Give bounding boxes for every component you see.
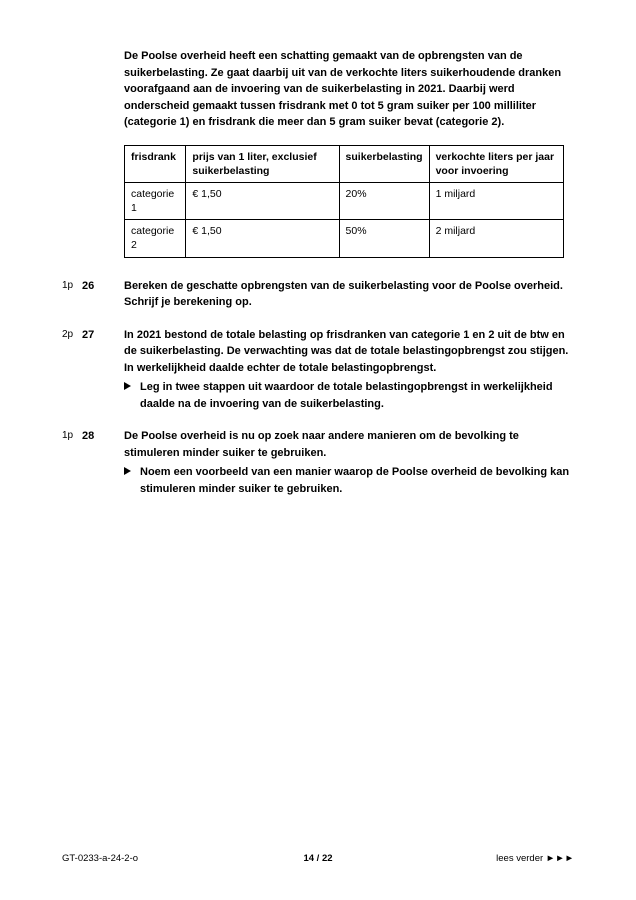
arrow-icon — [124, 464, 140, 497]
arrow-icon — [124, 379, 140, 412]
footer-right: lees verder ►►► — [496, 853, 574, 864]
question-points: 1p — [62, 428, 82, 497]
question-number: 28 — [82, 428, 124, 497]
page-footer: GT-0233-a-24-2-o 14 / 22 lees verder ►►► — [62, 853, 574, 864]
question-body: Bereken de geschatte opbrengsten van de … — [124, 278, 574, 311]
table-cell: categorie 2 — [125, 220, 186, 257]
question-points: 1p — [62, 278, 82, 311]
question-number: 27 — [82, 327, 124, 413]
footer-left: GT-0233-a-24-2-o — [62, 853, 138, 864]
table-cell: 1 miljard — [429, 182, 563, 219]
table-header: suikerbelasting — [339, 145, 429, 182]
footer-center: 14 / 22 — [303, 853, 332, 864]
table-row: categorie 2 € 1,50 50% 2 miljard — [125, 220, 564, 257]
question-sub: Leg in twee stappen uit waardoor de tota… — [124, 379, 574, 412]
table-cell: 50% — [339, 220, 429, 257]
table-cell: € 1,50 — [186, 220, 339, 257]
question: 1p26Bereken de geschatte opbrengsten van… — [62, 278, 574, 311]
question-body: De Poolse overheid is nu op zoek naar an… — [124, 428, 574, 497]
table-cell: 20% — [339, 182, 429, 219]
question: 2p27In 2021 bestond de totale belasting … — [62, 327, 574, 413]
table-header: prijs van 1 liter, exclusief suikerbelas… — [186, 145, 339, 182]
question-sub-text: Noem een voorbeeld van een manier waarop… — [140, 464, 574, 497]
question-points: 2p — [62, 327, 82, 413]
question-body: In 2021 bestond de totale belasting op f… — [124, 327, 574, 413]
question-number: 26 — [82, 278, 124, 311]
question-sub: Noem een voorbeeld van een manier waarop… — [124, 464, 574, 497]
table-row: categorie 1 € 1,50 20% 1 miljard — [125, 182, 564, 219]
table-cell: € 1,50 — [186, 182, 339, 219]
table-header: frisdrank — [125, 145, 186, 182]
data-table: frisdrank prijs van 1 liter, exclusief s… — [124, 145, 564, 258]
table-cell: categorie 1 — [125, 182, 186, 219]
question: 1p28De Poolse overheid is nu op zoek naa… — [62, 428, 574, 497]
table-header: verkochte liters per jaar voor invoering — [429, 145, 563, 182]
question-sub-text: Leg in twee stappen uit waardoor de tota… — [140, 379, 574, 412]
intro-paragraph: De Poolse overheid heeft een schatting g… — [124, 48, 574, 131]
table-cell: 2 miljard — [429, 220, 563, 257]
